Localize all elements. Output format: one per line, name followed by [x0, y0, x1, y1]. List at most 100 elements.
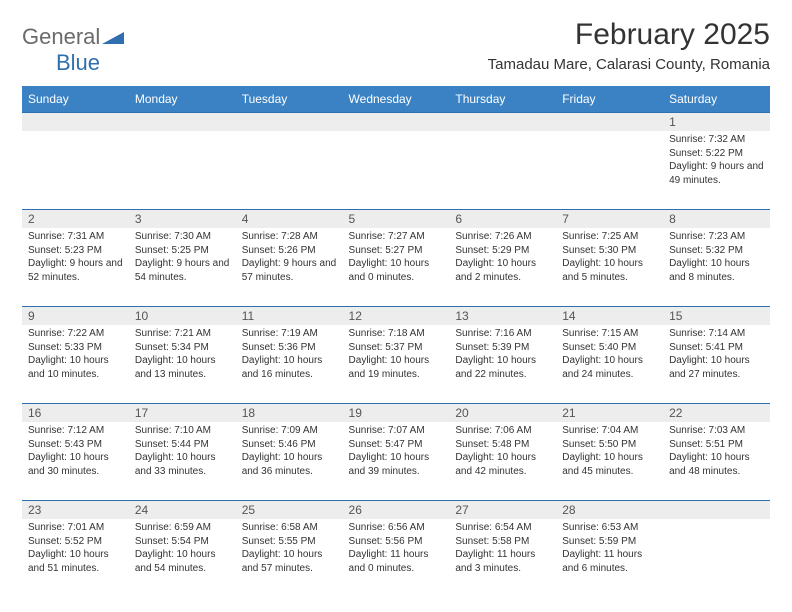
day-cell: Sunrise: 7:18 AMSunset: 5:37 PMDaylight:… [343, 325, 450, 403]
sunset-line: Sunset: 5:23 PM [28, 244, 123, 258]
sunset-line: Sunset: 5:25 PM [135, 244, 230, 258]
sunrise-line: Sunrise: 7:31 AM [28, 230, 123, 244]
week-daynum-row: 2345678 [22, 209, 770, 228]
day-number [343, 112, 450, 131]
sunrise-line: Sunrise: 7:30 AM [135, 230, 230, 244]
calendar-header-row: Sunday Monday Tuesday Wednesday Thursday… [22, 86, 770, 112]
day-number: 23 [22, 500, 129, 519]
sunrise-line: Sunrise: 7:18 AM [349, 327, 444, 341]
day-number [663, 500, 770, 519]
day-cell: Sunrise: 7:04 AMSunset: 5:50 PMDaylight:… [556, 422, 663, 500]
col-sunday: Sunday [22, 86, 129, 112]
page-header: General Blue February 2025 Tamadau Mare,… [22, 18, 770, 76]
sunset-line: Sunset: 5:32 PM [669, 244, 764, 258]
daylight-line: Daylight: 10 hours and 45 minutes. [562, 451, 657, 478]
daylight-line: Daylight: 9 hours and 49 minutes. [669, 160, 764, 187]
week-daynum-row: 1 [22, 112, 770, 131]
sunrise-line: Sunrise: 7:07 AM [349, 424, 444, 438]
empty-cell [343, 131, 450, 193]
sunrise-line: Sunrise: 7:26 AM [455, 230, 550, 244]
empty-cell [236, 131, 343, 193]
day-cell: Sunrise: 7:21 AMSunset: 5:34 PMDaylight:… [129, 325, 236, 403]
sunrise-line: Sunrise: 6:54 AM [455, 521, 550, 535]
sunset-line: Sunset: 5:52 PM [28, 535, 123, 549]
sunrise-line: Sunrise: 7:15 AM [562, 327, 657, 341]
day-cell: Sunrise: 7:22 AMSunset: 5:33 PMDaylight:… [22, 325, 129, 403]
sunset-line: Sunset: 5:54 PM [135, 535, 230, 549]
empty-cell [663, 519, 770, 581]
sunrise-line: Sunrise: 7:06 AM [455, 424, 550, 438]
day-cell: Sunrise: 7:31 AMSunset: 5:23 PMDaylight:… [22, 228, 129, 306]
month-title: February 2025 [488, 18, 770, 52]
calendar-page: General Blue February 2025 Tamadau Mare,… [0, 0, 792, 612]
sunset-line: Sunset: 5:39 PM [455, 341, 550, 355]
sunset-line: Sunset: 5:22 PM [669, 147, 764, 161]
sunrise-line: Sunrise: 7:09 AM [242, 424, 337, 438]
daylight-line: Daylight: 10 hours and 24 minutes. [562, 354, 657, 381]
title-block: February 2025 Tamadau Mare, Calarasi Cou… [488, 18, 770, 73]
day-number: 21 [556, 403, 663, 422]
sunrise-line: Sunrise: 6:58 AM [242, 521, 337, 535]
day-cell: Sunrise: 7:07 AMSunset: 5:47 PMDaylight:… [343, 422, 450, 500]
day-cell: Sunrise: 7:14 AMSunset: 5:41 PMDaylight:… [663, 325, 770, 403]
sunset-line: Sunset: 5:34 PM [135, 341, 230, 355]
sunrise-line: Sunrise: 6:53 AM [562, 521, 657, 535]
day-cell: Sunrise: 7:25 AMSunset: 5:30 PMDaylight:… [556, 228, 663, 306]
empty-cell [556, 131, 663, 193]
day-cell: Sunrise: 7:23 AMSunset: 5:32 PMDaylight:… [663, 228, 770, 306]
day-number: 5 [343, 209, 450, 228]
logo-word-general: General [22, 24, 100, 49]
day-cell: Sunrise: 6:59 AMSunset: 5:54 PMDaylight:… [129, 519, 236, 597]
daylight-line: Daylight: 10 hours and 33 minutes. [135, 451, 230, 478]
day-number [449, 112, 556, 131]
sunset-line: Sunset: 5:46 PM [242, 438, 337, 452]
daylight-line: Daylight: 10 hours and 13 minutes. [135, 354, 230, 381]
day-number: 27 [449, 500, 556, 519]
daylight-line: Daylight: 10 hours and 22 minutes. [455, 354, 550, 381]
day-number: 19 [343, 403, 450, 422]
col-tuesday: Tuesday [236, 86, 343, 112]
day-cell: Sunrise: 7:32 AMSunset: 5:22 PMDaylight:… [663, 131, 770, 209]
day-number: 3 [129, 209, 236, 228]
empty-cell [129, 131, 236, 193]
sunrise-line: Sunrise: 6:59 AM [135, 521, 230, 535]
day-number: 4 [236, 209, 343, 228]
day-cell: Sunrise: 7:10 AMSunset: 5:44 PMDaylight:… [129, 422, 236, 500]
daylight-line: Daylight: 10 hours and 2 minutes. [455, 257, 550, 284]
day-number: 7 [556, 209, 663, 228]
sunset-line: Sunset: 5:56 PM [349, 535, 444, 549]
day-number: 28 [556, 500, 663, 519]
sunset-line: Sunset: 5:37 PM [349, 341, 444, 355]
day-number: 16 [22, 403, 129, 422]
col-friday: Friday [556, 86, 663, 112]
sunrise-line: Sunrise: 7:27 AM [349, 230, 444, 244]
sunrise-line: Sunrise: 7:03 AM [669, 424, 764, 438]
logo: General Blue [22, 24, 125, 76]
day-number [129, 112, 236, 131]
daylight-line: Daylight: 10 hours and 30 minutes. [28, 451, 123, 478]
sunset-line: Sunset: 5:58 PM [455, 535, 550, 549]
sunset-line: Sunset: 5:33 PM [28, 341, 123, 355]
sunset-line: Sunset: 5:36 PM [242, 341, 337, 355]
col-wednesday: Wednesday [343, 86, 450, 112]
sunrise-line: Sunrise: 7:32 AM [669, 133, 764, 147]
sunrise-line: Sunrise: 7:23 AM [669, 230, 764, 244]
day-number: 24 [129, 500, 236, 519]
sunset-line: Sunset: 5:41 PM [669, 341, 764, 355]
day-number: 6 [449, 209, 556, 228]
daylight-line: Daylight: 11 hours and 6 minutes. [562, 548, 657, 575]
sunset-line: Sunset: 5:40 PM [562, 341, 657, 355]
day-cell: Sunrise: 7:26 AMSunset: 5:29 PMDaylight:… [449, 228, 556, 306]
day-number: 13 [449, 306, 556, 325]
sunset-line: Sunset: 5:27 PM [349, 244, 444, 258]
week-content-row: Sunrise: 7:22 AMSunset: 5:33 PMDaylight:… [22, 325, 770, 403]
day-number: 8 [663, 209, 770, 228]
logo-word-blue: Blue [56, 50, 100, 75]
week-daynum-row: 16171819202122 [22, 403, 770, 422]
daylight-line: Daylight: 10 hours and 8 minutes. [669, 257, 764, 284]
daylight-line: Daylight: 10 hours and 48 minutes. [669, 451, 764, 478]
day-number: 22 [663, 403, 770, 422]
col-saturday: Saturday [663, 86, 770, 112]
sunrise-line: Sunrise: 7:21 AM [135, 327, 230, 341]
logo-text: General Blue [22, 24, 125, 76]
